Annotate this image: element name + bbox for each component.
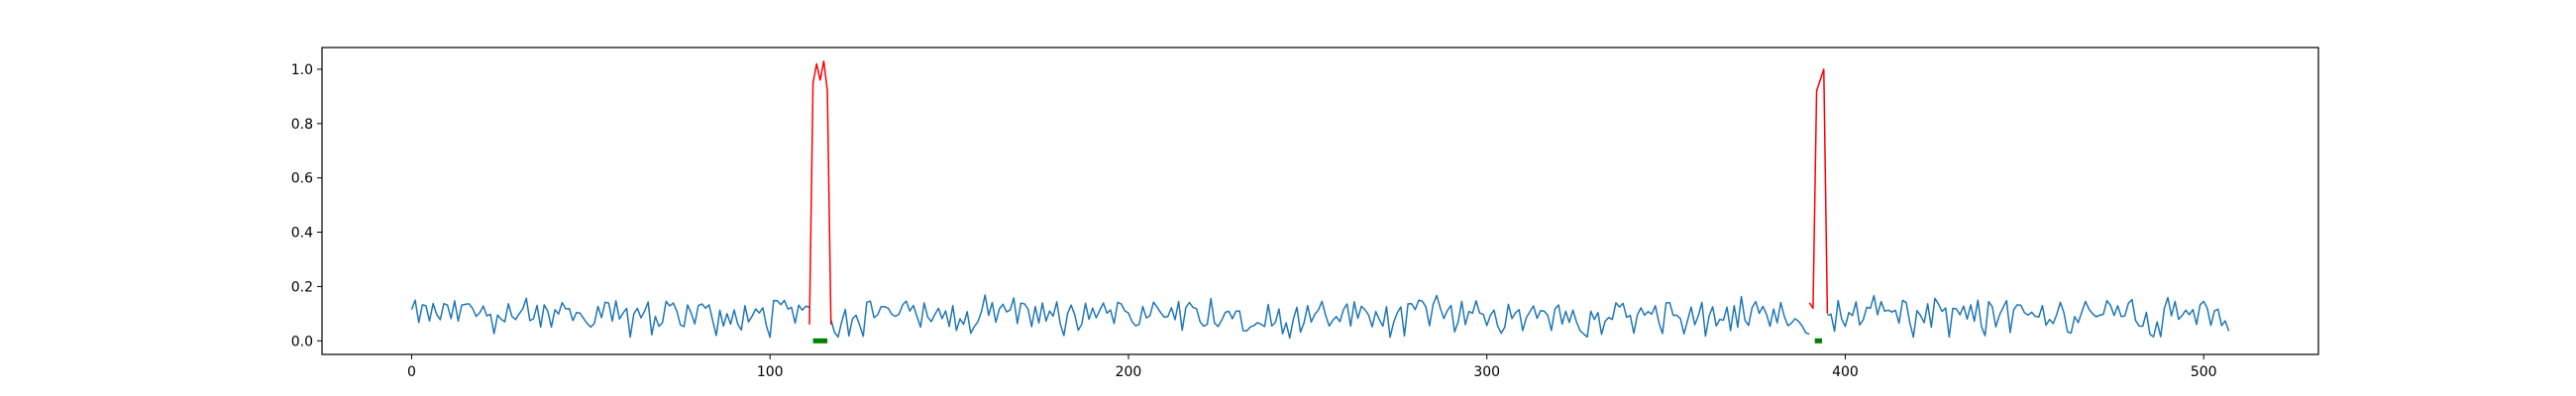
x-axis: 0 100 200 300 400 500 [407,354,2217,380]
y-tick-label: 0.2 [291,279,313,295]
y-tick-label: 1.0 [291,62,313,78]
x-tick-label: 0 [407,364,416,380]
plot-area [410,59,2230,344]
series-line-baseline-segment-2 [1827,294,2230,339]
x-tick-label: 500 [2191,364,2217,380]
y-tick-label: 0.0 [291,334,313,349]
x-tick-label: 100 [757,364,784,380]
series-line-anomaly-1 [1808,68,1829,314]
series-line-anomaly-0 [808,59,832,325]
y-axis: 0.0 0.2 0.4 0.6 0.8 1.0 [291,62,322,349]
y-tick-label: 0.8 [291,117,313,133]
x-tick-label: 300 [1473,364,1500,380]
y-tick-label: 0.6 [291,171,313,187]
series-line-baseline-segment-1 [829,294,1810,340]
x-tick-label: 400 [1832,364,1859,380]
axes-frame [321,47,2319,355]
y-tick-label: 0.4 [291,226,313,242]
series-line-baseline-segment-0 [410,297,810,339]
x-tick-label: 200 [1116,364,1142,380]
